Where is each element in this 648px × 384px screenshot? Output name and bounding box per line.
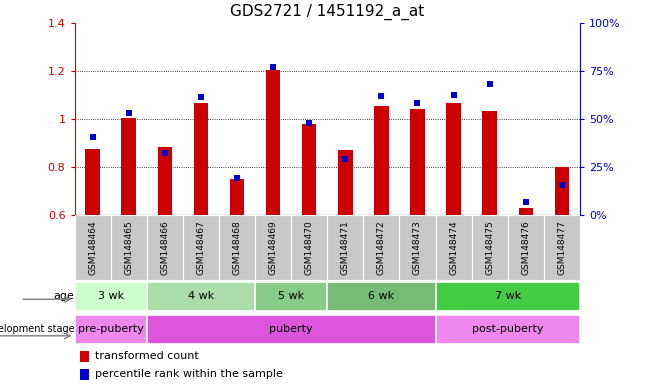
Bar	[86, 149, 100, 215]
Bar	[399, 215, 435, 280]
Text: GSM148466: GSM148466	[160, 220, 169, 275]
Bar	[435, 282, 580, 311]
Text: percentile rank within the sample: percentile rank within the sample	[95, 369, 283, 379]
Bar	[291, 215, 327, 280]
Text: age: age	[54, 291, 75, 301]
Bar	[302, 124, 316, 215]
Text: GSM148464: GSM148464	[88, 220, 97, 275]
Bar	[80, 369, 89, 380]
Bar	[518, 208, 533, 215]
Bar	[255, 215, 291, 280]
Bar	[338, 150, 353, 215]
Text: GSM148470: GSM148470	[305, 220, 314, 275]
Text: 5 wk: 5 wk	[278, 291, 304, 301]
Bar	[255, 282, 327, 311]
Bar	[555, 167, 569, 215]
Text: GSM148469: GSM148469	[268, 220, 277, 275]
Bar	[435, 314, 580, 344]
Bar	[230, 179, 244, 215]
Bar	[472, 215, 508, 280]
Title: GDS2721 / 1451192_a_at: GDS2721 / 1451192_a_at	[230, 4, 424, 20]
Bar	[435, 215, 472, 280]
Text: GSM148472: GSM148472	[377, 220, 386, 275]
Text: post-puberty: post-puberty	[472, 324, 544, 334]
Bar	[121, 118, 136, 215]
Bar	[327, 215, 364, 280]
Bar	[219, 215, 255, 280]
Bar	[157, 147, 172, 215]
Text: GSM148476: GSM148476	[521, 220, 530, 275]
Text: GSM148477: GSM148477	[557, 220, 566, 275]
Bar	[146, 282, 255, 311]
Bar	[266, 70, 281, 215]
Bar	[446, 103, 461, 215]
Bar	[146, 314, 435, 344]
Text: 4 wk: 4 wk	[188, 291, 214, 301]
Text: GSM148467: GSM148467	[196, 220, 205, 275]
Bar	[194, 103, 208, 215]
Text: development stage: development stage	[0, 324, 75, 334]
Text: GSM148468: GSM148468	[233, 220, 242, 275]
Text: GSM148475: GSM148475	[485, 220, 494, 275]
Text: GSM148474: GSM148474	[449, 220, 458, 275]
Bar	[327, 282, 435, 311]
Bar	[75, 282, 146, 311]
Bar	[146, 215, 183, 280]
Bar	[183, 215, 219, 280]
Bar	[508, 215, 544, 280]
Bar	[75, 215, 111, 280]
Text: 3 wk: 3 wk	[98, 291, 124, 301]
Text: GSM148473: GSM148473	[413, 220, 422, 275]
Text: puberty: puberty	[270, 324, 313, 334]
Bar	[544, 215, 580, 280]
Bar	[80, 351, 89, 362]
Bar	[75, 314, 146, 344]
Text: 7 wk: 7 wk	[494, 291, 521, 301]
Text: GSM148465: GSM148465	[124, 220, 133, 275]
Text: pre-puberty: pre-puberty	[78, 324, 144, 334]
Bar	[410, 109, 424, 215]
Text: transformed count: transformed count	[95, 351, 198, 361]
Text: GSM148471: GSM148471	[341, 220, 350, 275]
Bar	[374, 106, 389, 215]
Bar	[111, 215, 146, 280]
Bar	[364, 215, 399, 280]
Bar	[483, 111, 497, 215]
Text: 6 wk: 6 wk	[368, 291, 395, 301]
